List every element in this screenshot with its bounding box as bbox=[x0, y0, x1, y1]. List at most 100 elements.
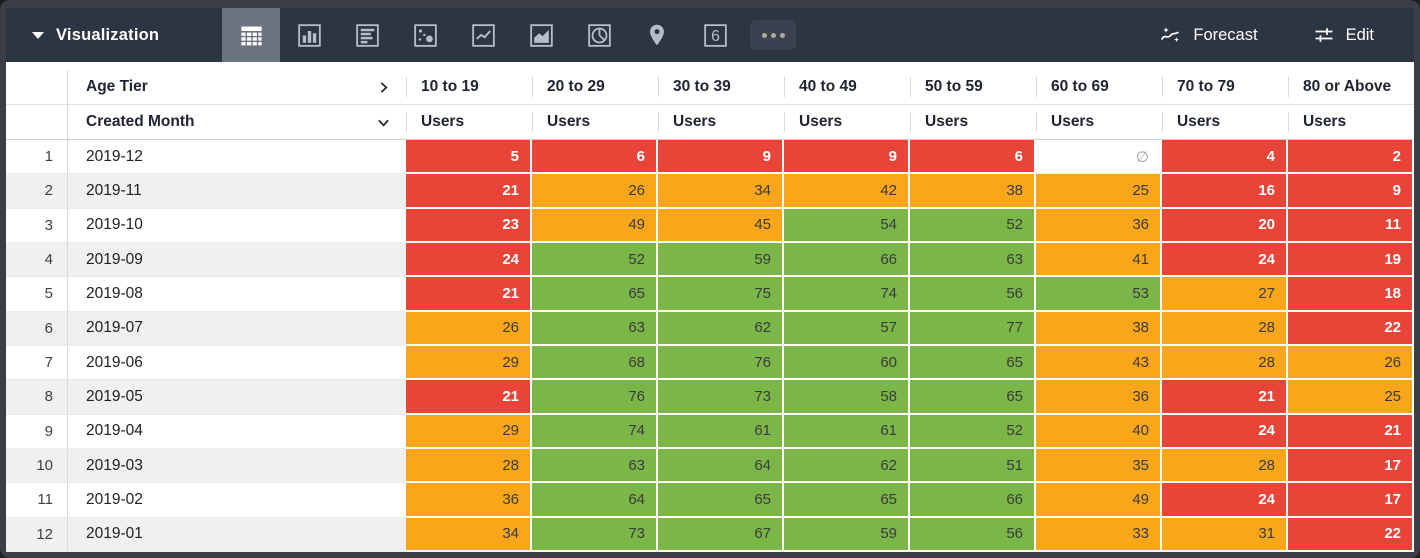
users-value-cell[interactable]: 36 bbox=[1036, 208, 1162, 243]
users-value-cell[interactable]: 51 bbox=[910, 448, 1036, 484]
users-value-cell[interactable]: 16 bbox=[1162, 174, 1288, 209]
users-value-cell[interactable]: 67 bbox=[658, 517, 784, 552]
created-month-cell[interactable]: 2019-12 bbox=[68, 140, 406, 175]
tab-pie-chart[interactable] bbox=[570, 8, 628, 62]
users-value-cell[interactable]: 28 bbox=[1162, 311, 1288, 346]
visualization-menu[interactable]: Visualization bbox=[6, 8, 222, 62]
created-month-cell[interactable]: 2019-03 bbox=[68, 448, 406, 484]
users-value-cell[interactable]: 73 bbox=[658, 380, 784, 415]
users-value-cell[interactable]: 74 bbox=[532, 414, 658, 449]
users-value-cell[interactable]: 29 bbox=[406, 414, 532, 449]
tab-scatter[interactable] bbox=[396, 8, 454, 62]
users-value-cell[interactable]: 28 bbox=[406, 448, 532, 484]
users-value-cell[interactable]: 34 bbox=[658, 174, 784, 209]
users-value-cell[interactable]: 65 bbox=[532, 277, 658, 312]
users-value-cell[interactable]: 64 bbox=[532, 483, 658, 518]
created-month-cell[interactable]: 2019-06 bbox=[68, 346, 406, 381]
created-month-cell[interactable]: 2019-11 bbox=[68, 174, 406, 209]
users-value-cell[interactable]: 21 bbox=[406, 380, 532, 415]
users-value-cell[interactable]: 65 bbox=[658, 483, 784, 518]
measure-column-header[interactable]: Users bbox=[1162, 105, 1288, 139]
users-value-cell[interactable]: 35 bbox=[1036, 448, 1162, 484]
users-value-cell[interactable]: 22 bbox=[1288, 517, 1414, 552]
pivot-column-header[interactable]: 30 to 39 bbox=[658, 70, 784, 104]
pivot-column-header[interactable]: 40 to 49 bbox=[784, 70, 910, 104]
users-value-cell[interactable]: 21 bbox=[406, 277, 532, 312]
users-value-cell[interactable]: 52 bbox=[910, 414, 1036, 449]
created-month-cell[interactable]: 2019-10 bbox=[68, 209, 406, 243]
users-value-cell[interactable]: 76 bbox=[532, 380, 658, 415]
users-value-cell[interactable]: 66 bbox=[784, 242, 910, 278]
users-value-cell[interactable]: 74 bbox=[784, 277, 910, 312]
users-value-cell[interactable]: 26 bbox=[532, 174, 658, 209]
tab-bar-chart[interactable] bbox=[280, 8, 338, 62]
users-value-cell[interactable]: 25 bbox=[1036, 174, 1162, 209]
users-value-cell[interactable]: 28 bbox=[1162, 448, 1288, 484]
users-value-cell[interactable]: 60 bbox=[784, 345, 910, 381]
users-value-cell[interactable]: 38 bbox=[1036, 311, 1162, 346]
users-value-cell[interactable]: 5 bbox=[406, 140, 532, 175]
users-value-cell[interactable]: 57 bbox=[784, 311, 910, 346]
measure-column-header[interactable]: Users bbox=[784, 105, 910, 139]
users-value-cell[interactable]: 65 bbox=[910, 345, 1036, 381]
users-value-cell[interactable]: 49 bbox=[1036, 483, 1162, 518]
tab-single-value[interactable]: 6 bbox=[686, 8, 744, 62]
users-value-cell[interactable]: 40 bbox=[1036, 414, 1162, 449]
measure-column-header[interactable]: Users bbox=[1288, 105, 1414, 139]
created-month-cell[interactable]: 2019-07 bbox=[68, 311, 406, 346]
users-value-cell[interactable]: 4 bbox=[1162, 140, 1288, 175]
created-month-cell[interactable]: 2019-04 bbox=[68, 415, 406, 449]
users-value-cell[interactable]: 41 bbox=[1036, 242, 1162, 278]
users-value-cell[interactable]: 31 bbox=[1162, 517, 1288, 552]
users-value-cell[interactable]: 54 bbox=[784, 208, 910, 243]
users-value-cell[interactable]: 11 bbox=[1288, 208, 1414, 243]
users-value-cell[interactable]: 59 bbox=[784, 517, 910, 552]
users-value-cell[interactable]: 21 bbox=[406, 174, 532, 209]
users-value-cell[interactable]: 36 bbox=[1036, 380, 1162, 415]
tab-row-chart[interactable] bbox=[338, 8, 396, 62]
measure-column-header[interactable]: Users bbox=[532, 105, 658, 139]
users-value-cell[interactable]: 29 bbox=[406, 345, 532, 381]
tab-line-chart[interactable] bbox=[454, 8, 512, 62]
users-value-cell[interactable]: 2 bbox=[1288, 140, 1414, 175]
users-value-cell[interactable]: 6 bbox=[910, 140, 1036, 175]
users-value-cell[interactable]: 61 bbox=[784, 414, 910, 449]
users-value-cell[interactable]: 62 bbox=[784, 448, 910, 484]
users-value-cell[interactable]: 43 bbox=[1036, 345, 1162, 381]
users-value-cell[interactable]: 18 bbox=[1288, 277, 1414, 312]
row-field-header[interactable]: Created Month bbox=[68, 105, 406, 139]
users-value-cell[interactable]: 76 bbox=[658, 345, 784, 381]
users-value-cell[interactable]: 53 bbox=[1036, 277, 1162, 312]
users-value-cell[interactable]: 33 bbox=[1036, 517, 1162, 552]
users-value-cell[interactable]: 77 bbox=[910, 311, 1036, 346]
users-value-cell[interactable]: 64 bbox=[658, 448, 784, 484]
users-value-cell[interactable]: 23 bbox=[406, 208, 532, 243]
created-month-cell[interactable]: 2019-05 bbox=[68, 380, 406, 415]
users-value-cell[interactable]: 19 bbox=[1288, 242, 1414, 278]
tab-map[interactable] bbox=[628, 8, 686, 62]
users-value-cell[interactable]: 52 bbox=[532, 242, 658, 278]
users-value-cell[interactable]: 63 bbox=[910, 242, 1036, 278]
users-value-cell[interactable]: 56 bbox=[910, 277, 1036, 312]
users-value-cell[interactable]: 28 bbox=[1162, 345, 1288, 381]
users-value-cell[interactable]: 26 bbox=[406, 311, 532, 346]
created-month-cell[interactable]: 2019-08 bbox=[68, 277, 406, 312]
users-value-cell[interactable]: 17 bbox=[1288, 483, 1414, 518]
users-value-cell[interactable]: 65 bbox=[910, 380, 1036, 415]
pivot-field-header[interactable]: Age Tier bbox=[68, 70, 406, 104]
users-value-cell[interactable]: 58 bbox=[784, 380, 910, 415]
users-value-cell[interactable]: 68 bbox=[532, 345, 658, 381]
measure-column-header[interactable]: Users bbox=[406, 105, 532, 139]
users-value-cell[interactable]: 62 bbox=[658, 311, 784, 346]
pivot-column-header[interactable]: 20 to 29 bbox=[532, 70, 658, 104]
edit-button[interactable]: Edit bbox=[1312, 23, 1374, 47]
users-value-cell[interactable]: 63 bbox=[532, 448, 658, 484]
tab-table[interactable] bbox=[222, 8, 280, 62]
users-value-cell[interactable]: 34 bbox=[406, 517, 532, 552]
users-value-cell[interactable]: 65 bbox=[784, 483, 910, 518]
users-value-cell[interactable]: 27 bbox=[1162, 277, 1288, 312]
pivot-column-header[interactable]: 70 to 79 bbox=[1162, 70, 1288, 104]
users-value-cell[interactable]: 75 bbox=[658, 277, 784, 312]
forecast-button[interactable]: Forecast bbox=[1159, 23, 1258, 47]
measure-column-header[interactable]: Users bbox=[1036, 105, 1162, 139]
